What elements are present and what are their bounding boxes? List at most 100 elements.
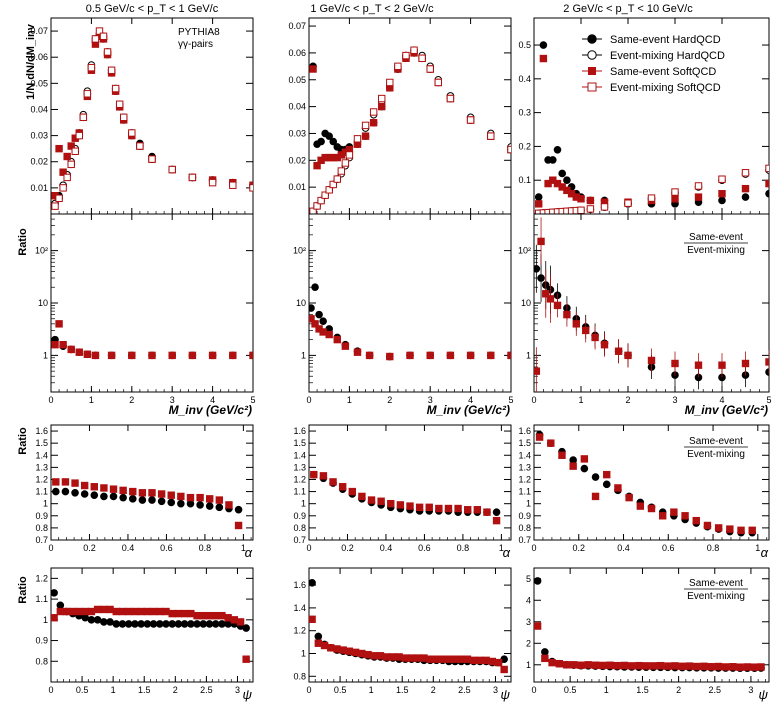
data-point (319, 317, 327, 325)
data-point (483, 508, 491, 516)
data-point (415, 503, 424, 512)
markers (52, 478, 243, 530)
y-tick-label: 1 (43, 499, 48, 509)
data-point (157, 490, 166, 498)
data-point (168, 620, 176, 628)
y-tick-label: 10² (518, 246, 531, 256)
data-point (548, 658, 556, 667)
data-point (205, 611, 214, 620)
data-point (319, 328, 327, 336)
y-tick-label: 1.4 (293, 603, 306, 613)
data-point (707, 663, 715, 671)
y-tick-label: 0.04 (288, 102, 306, 112)
data-point (378, 102, 386, 111)
data-point (196, 493, 204, 502)
data-point (636, 502, 645, 510)
data-point (131, 620, 139, 628)
data-point (558, 451, 566, 459)
y-tick-label: 1 (526, 350, 531, 360)
data-point (187, 620, 195, 628)
x-tick-label: 4 (468, 395, 473, 405)
x-tick-label: 0.4 (380, 543, 393, 553)
data-point (109, 485, 118, 493)
data-point (765, 179, 769, 188)
data-point (137, 607, 145, 616)
data-point (234, 521, 243, 530)
data-point (112, 607, 120, 616)
data-point (333, 335, 341, 344)
data-point (555, 660, 564, 668)
y-tick-label: 10 (296, 298, 306, 308)
alpha-x-title-2: α (503, 545, 511, 560)
data-point (426, 655, 434, 663)
data-point (671, 662, 679, 670)
data-point (426, 65, 434, 73)
data-point (138, 489, 147, 497)
alpha-x-title-1: α (245, 545, 253, 560)
panels: 0.01 0.02 0.03 0.04 0.05 0.06 0.07 0.01 0.02 0.03… (30, 17, 772, 695)
data-point (106, 618, 114, 626)
y-tick-label: 0.8 (293, 671, 306, 681)
data-point (591, 473, 600, 481)
data-point (681, 512, 689, 520)
ratio-y-title-row4: Ratio (17, 576, 29, 604)
data-point (313, 161, 321, 170)
data-point (315, 310, 323, 319)
data-point (694, 361, 703, 369)
y-tick-label: 0.2 (518, 141, 531, 151)
x-tick-label: 0.2 (83, 543, 96, 553)
y-tick-label: 1 (526, 660, 531, 670)
data-point (215, 496, 224, 504)
data-point (215, 503, 224, 512)
markers (310, 470, 501, 525)
data-point (100, 618, 108, 626)
data-point (358, 492, 366, 501)
data-point (52, 487, 60, 496)
data-point (765, 164, 769, 173)
panel-ratio-alpha-1: 0 0.2 0.4 0.6 0.8 1 0.7 0.8 0.9 1 1.1 1.2 1.3 1.4 1.5 1… (35, 424, 254, 553)
data-point (741, 169, 750, 177)
data-point (671, 195, 679, 203)
axes-frame (533, 424, 770, 541)
x-tick-label: 0.5 (564, 685, 577, 695)
x-tick-label: 2 (676, 685, 681, 695)
data-point (537, 237, 545, 246)
data-point (470, 656, 478, 665)
axes-frame (50, 213, 254, 393)
data-point (765, 368, 769, 376)
data-point (377, 497, 385, 505)
data-point (156, 607, 164, 616)
y-tick-label: 1.5 (518, 438, 531, 448)
data-point (311, 283, 319, 292)
data-point (56, 607, 65, 616)
data-point (726, 525, 734, 533)
data-point (338, 483, 347, 491)
data-point (311, 320, 319, 328)
y-tick-label: 0.9 (35, 636, 48, 646)
x-tick-label: 0.5 (76, 685, 89, 695)
data-point (205, 502, 214, 510)
data-point (553, 301, 562, 310)
data-point (81, 613, 89, 622)
data-point (148, 489, 156, 497)
minv-x-title-2: M_inv (GeV/c²) (427, 403, 510, 417)
data-point (600, 340, 609, 349)
data-point (63, 173, 71, 182)
x-tick-label: 3 (493, 685, 498, 695)
data-point (155, 620, 164, 628)
data-point (569, 462, 577, 470)
data-point (100, 484, 108, 492)
y-tick-label: 1.2 (518, 474, 531, 484)
data-point (177, 499, 185, 508)
data-point (62, 607, 71, 616)
panel-dn-2: 0.01 0.02 0.03 0.04 0.05 0.06 0.07 (288, 17, 512, 215)
x-tick-label: 0.4 (122, 543, 135, 553)
legend: Same-event HardQCD Event-mixing HardQCD … (582, 34, 725, 94)
x-tick-label: 0.8 (707, 543, 720, 553)
series-same-event-softqcd (534, 622, 765, 671)
data-point (63, 152, 71, 161)
psi-x-title-2: ψ (501, 687, 511, 702)
pairs-label: γγ-pairs (178, 39, 213, 50)
data-point (51, 614, 58, 622)
panel-ratio-psi-1: 0 0.5 1 1.5 2 2.5 3 0.8 0.9 1 1.1 1.2 (35, 567, 254, 695)
